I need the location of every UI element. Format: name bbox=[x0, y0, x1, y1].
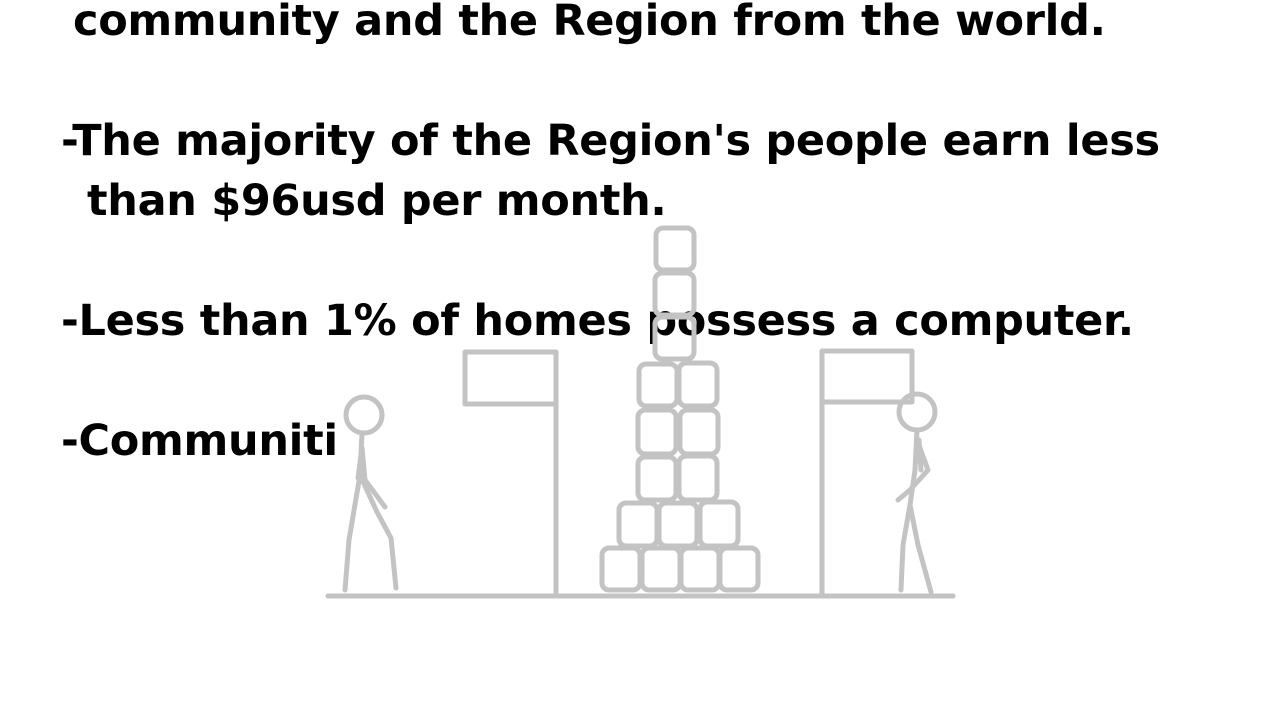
left-flag bbox=[462, 349, 559, 597]
right-flag bbox=[819, 348, 915, 597]
bullet-continuation-line: community and the Region from the world. bbox=[73, 0, 1106, 46]
bullet-computers: -Less than 1% of homes possess a compute… bbox=[61, 296, 1134, 346]
bullet-communities-partial: -Communiti bbox=[61, 416, 338, 466]
bullet-income-continuation: than $96usd per month. bbox=[87, 176, 667, 226]
right-stick-figure bbox=[895, 391, 938, 595]
left-stick-figure bbox=[342, 394, 399, 593]
bullet-income: -The majority of the Region's people ear… bbox=[61, 116, 1160, 166]
block-tower bbox=[599, 225, 761, 593]
